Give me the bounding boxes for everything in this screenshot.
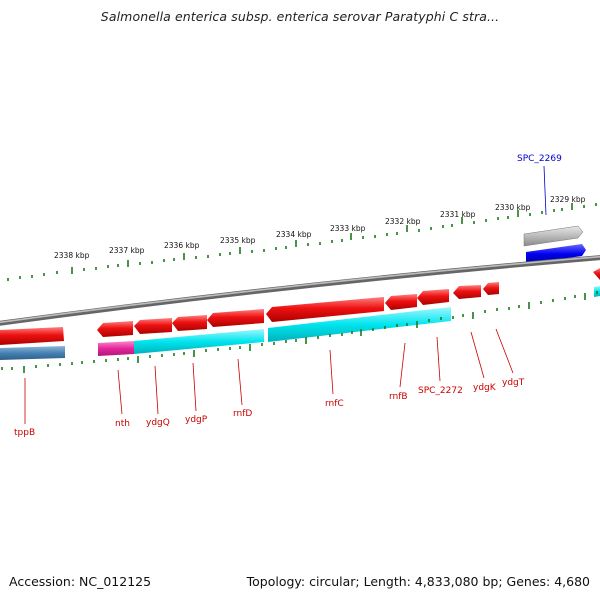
gene-tppB [0, 327, 64, 345]
tick-label: 2335 kbp [220, 236, 256, 245]
gene-SPC-2269[interactable]: SPC_2269 [517, 154, 586, 264]
gene-label-leaders [24, 328, 514, 424]
tick-label: 2329 kbp [550, 195, 586, 204]
gene-rnfD [207, 309, 264, 327]
gene-label-ydgQ: ydgQ [146, 418, 170, 428]
tick-labels: 2338 kbp 2337 kbp 2336 kbp 2335 kbp 2334… [54, 195, 586, 260]
cds-nth [98, 341, 134, 356]
tick-label: 2334 kbp [276, 230, 312, 239]
gene-ydgK [453, 285, 481, 299]
gene-label-nth: nth [115, 419, 130, 429]
cds-rnfD-cluster [134, 329, 264, 354]
gene-label-ydgT: ydgT [502, 378, 525, 388]
gene-rnfC [266, 297, 384, 322]
gene-label-SPC-2269: SPC_2269 [517, 154, 562, 164]
outer-tick-track [7, 203, 597, 281]
tick-label: 2332 kbp [385, 217, 421, 226]
gene-track-forward[interactable] [0, 282, 499, 345]
gene-label-rnfB: rnfB [389, 392, 408, 402]
tick-label: 2331 kbp [440, 210, 476, 219]
gene-partial-right[interactable] [593, 268, 600, 280]
gene-nth [97, 321, 133, 337]
gene-label-tppB: tppB [14, 428, 35, 438]
gene-labels: tppB nth ydgQ ydgP rnfD rnfC rnfB SPC_22… [14, 378, 525, 438]
map-title: Salmonella enterica subsp. enterica sero… [100, 9, 500, 24]
genome-backbone [0, 255, 600, 326]
cds-tppB [0, 346, 65, 360]
gene-label-SPC-2272: SPC_2272 [418, 386, 463, 396]
tick-label: 2336 kbp [164, 241, 200, 250]
accession-label: Accession: NC_012125 [9, 574, 152, 589]
tick-label: 2330 kbp [495, 203, 531, 212]
gene-rnfB [385, 294, 417, 310]
gene-label-rnfC: rnfC [325, 399, 344, 409]
inner-tick-track [1, 291, 598, 373]
gene-label-ydgK: ydgK [473, 383, 497, 393]
cds-SPC-2269 [526, 244, 586, 264]
gene-label-rnfD: rnfD [233, 409, 252, 419]
tick-label: 2333 kbp [330, 224, 366, 233]
tick-label: 2338 kbp [54, 251, 90, 260]
topology-label: Topology: circular; Length: 4,833,080 bp… [246, 574, 590, 589]
gene-label-ydgP: ydgP [185, 415, 208, 425]
gene-SPC-2272 [417, 289, 449, 305]
cds-track[interactable] [0, 307, 451, 360]
tick-label: 2337 kbp [109, 246, 145, 255]
gene-ydgT [483, 282, 499, 295]
cds-rnfC-cluster [268, 307, 451, 342]
gene-ydgP [172, 315, 207, 331]
gene-ydgQ [134, 318, 172, 334]
